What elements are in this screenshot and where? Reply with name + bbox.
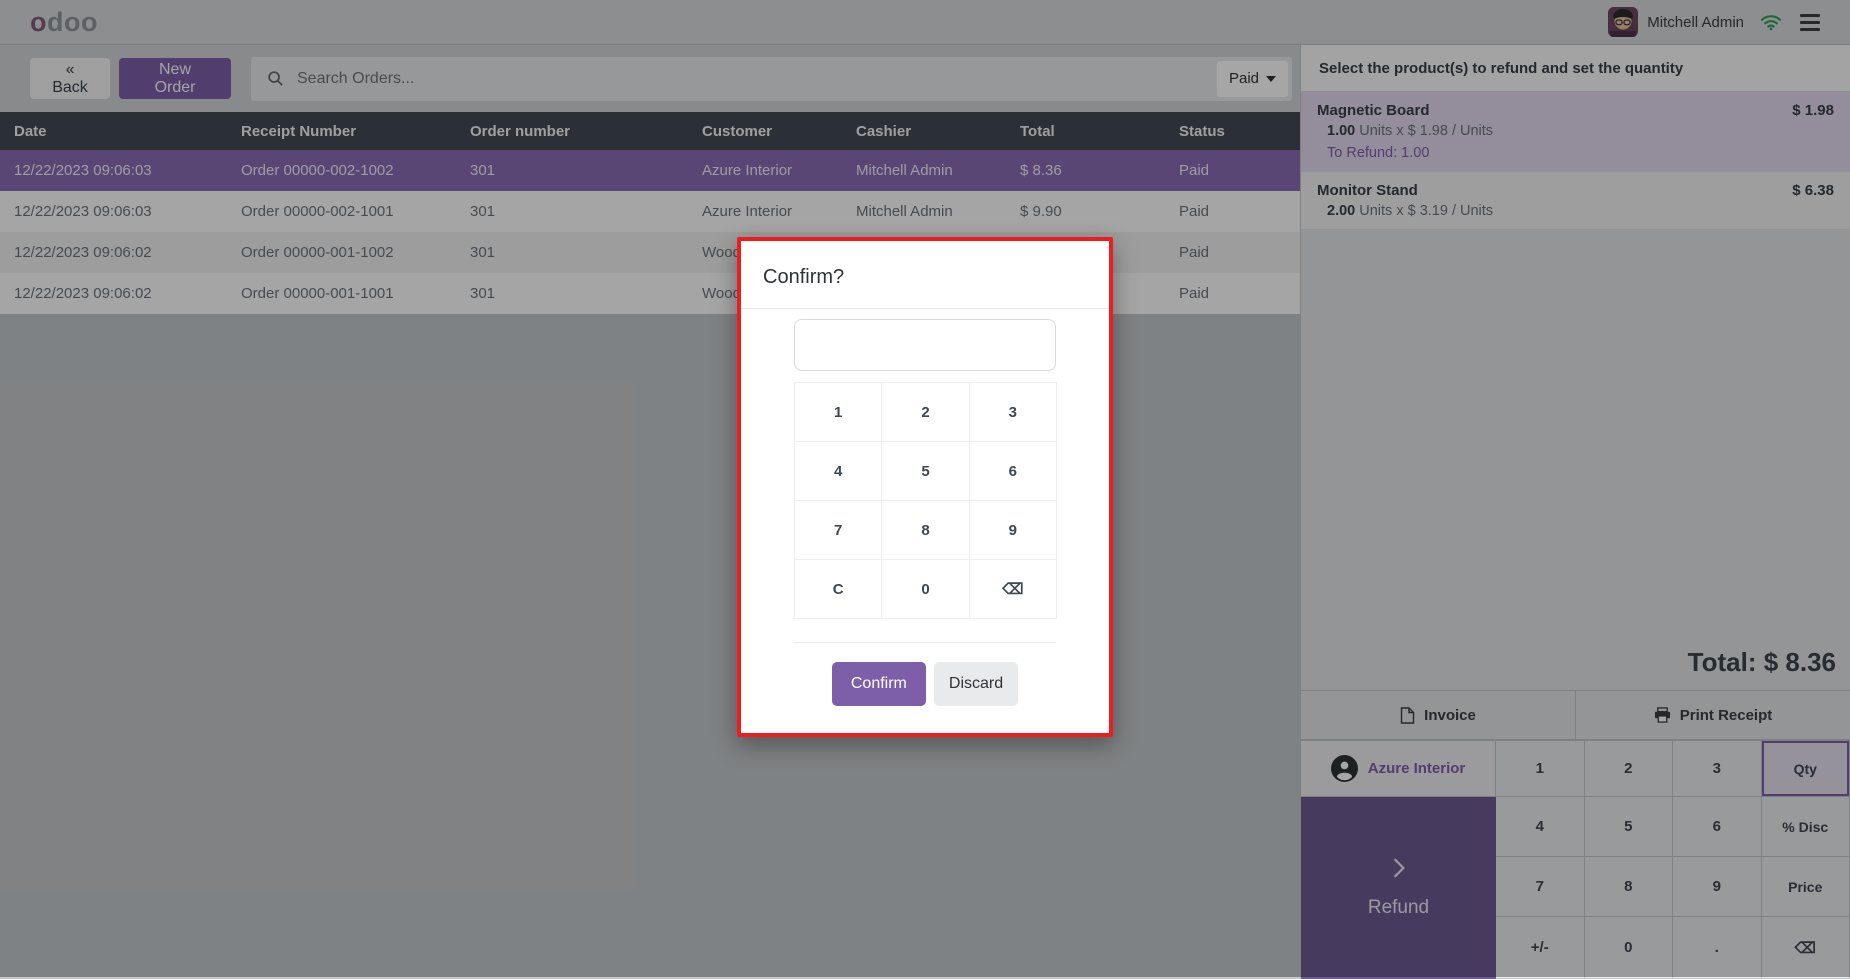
dialog-key-9[interactable]: 9 <box>969 500 1057 560</box>
dialog-key-5[interactable]: 5 <box>881 441 969 501</box>
confirm-dialog: Confirm? 1 2 3 4 5 6 7 8 9 C 0 ⌫ Confirm… <box>737 237 1113 737</box>
dialog-numpad: 1 2 3 4 5 6 7 8 9 C 0 ⌫ <box>794 382 1056 618</box>
dialog-key-3[interactable]: 3 <box>969 382 1057 442</box>
confirm-button[interactable]: Confirm <box>832 662 926 706</box>
dialog-key-0[interactable]: 0 <box>881 559 969 619</box>
dialog-key-clear[interactable]: C <box>794 559 882 619</box>
dialog-key-2[interactable]: 2 <box>881 382 969 442</box>
dialog-title: Confirm? <box>741 241 1109 309</box>
discard-button[interactable]: Discard <box>934 662 1018 706</box>
dialog-key-backspace-icon[interactable]: ⌫ <box>969 559 1057 619</box>
dialog-key-8[interactable]: 8 <box>881 500 969 560</box>
dialog-quantity-input[interactable] <box>794 319 1056 371</box>
dialog-key-1[interactable]: 1 <box>794 382 882 442</box>
dialog-key-6[interactable]: 6 <box>969 441 1057 501</box>
dialog-key-7[interactable]: 7 <box>794 500 882 560</box>
dialog-footer: Confirm Discard <box>794 642 1056 706</box>
dialog-key-4[interactable]: 4 <box>794 441 882 501</box>
